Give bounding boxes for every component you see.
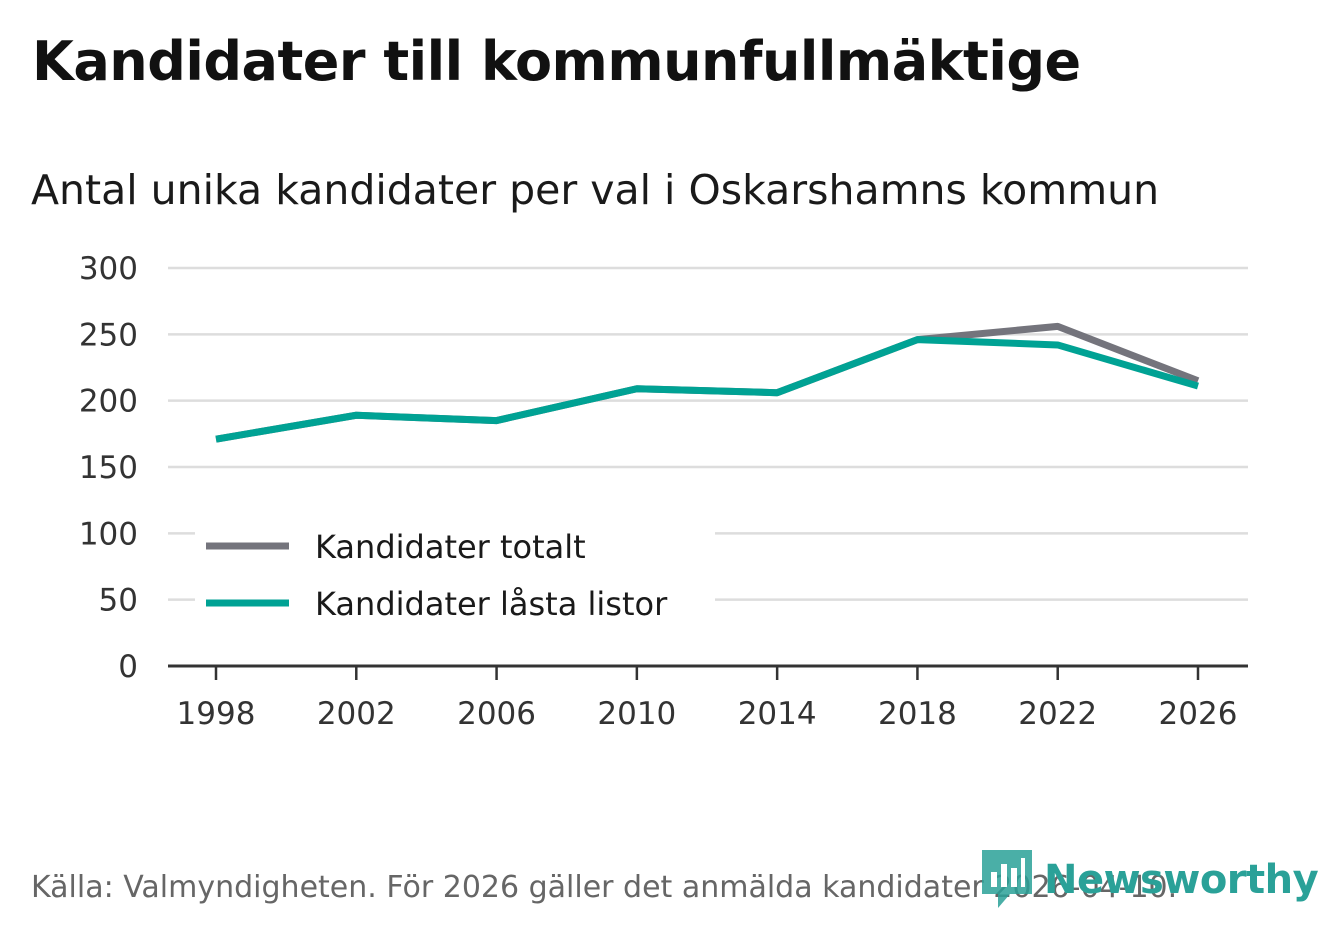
legend: Kandidater totalt Kandidater låsta listo… [195,525,715,635]
y-axis: 0 50 100 150 200 250 300 [79,251,138,685]
brand-name: Newsworthy [1044,857,1319,903]
x-tick-label: 2006 [457,696,536,732]
legend-label-total: Kandidater totalt [315,528,586,566]
y-tick-label: 300 [79,251,138,287]
y-tick-label: 0 [118,649,138,685]
chart-title: Kandidater till kommunfullmäktige [32,30,1081,93]
y-tick-label: 50 [99,583,138,619]
series-line-locked [215,336,1199,443]
legend-label-locked: Kandidater låsta listor [315,585,668,623]
newsworthy-logo-icon [982,850,1032,908]
chart-subtitle: Antal unika kandidater per val i Oskarsh… [31,166,1160,214]
x-tick-label: 1998 [177,696,256,732]
x-tick-label: 2014 [738,696,817,732]
y-tick-label: 200 [79,384,138,420]
x-tick-label: 2018 [878,696,957,732]
series-lines [215,322,1200,443]
y-tick-label: 250 [79,317,138,353]
x-tick-label: 2010 [597,696,676,732]
x-tick-label: 2002 [317,696,396,732]
x-tick-label: 2022 [1018,696,1097,732]
y-tick-label: 150 [79,450,138,486]
x-tick-label: 2026 [1159,696,1238,732]
brand-logo: Newsworthy [982,850,1319,910]
y-tick-label: 100 [79,516,138,552]
x-axis: 1998 2002 2006 2010 2014 2018 2022 2026 [168,664,1248,732]
